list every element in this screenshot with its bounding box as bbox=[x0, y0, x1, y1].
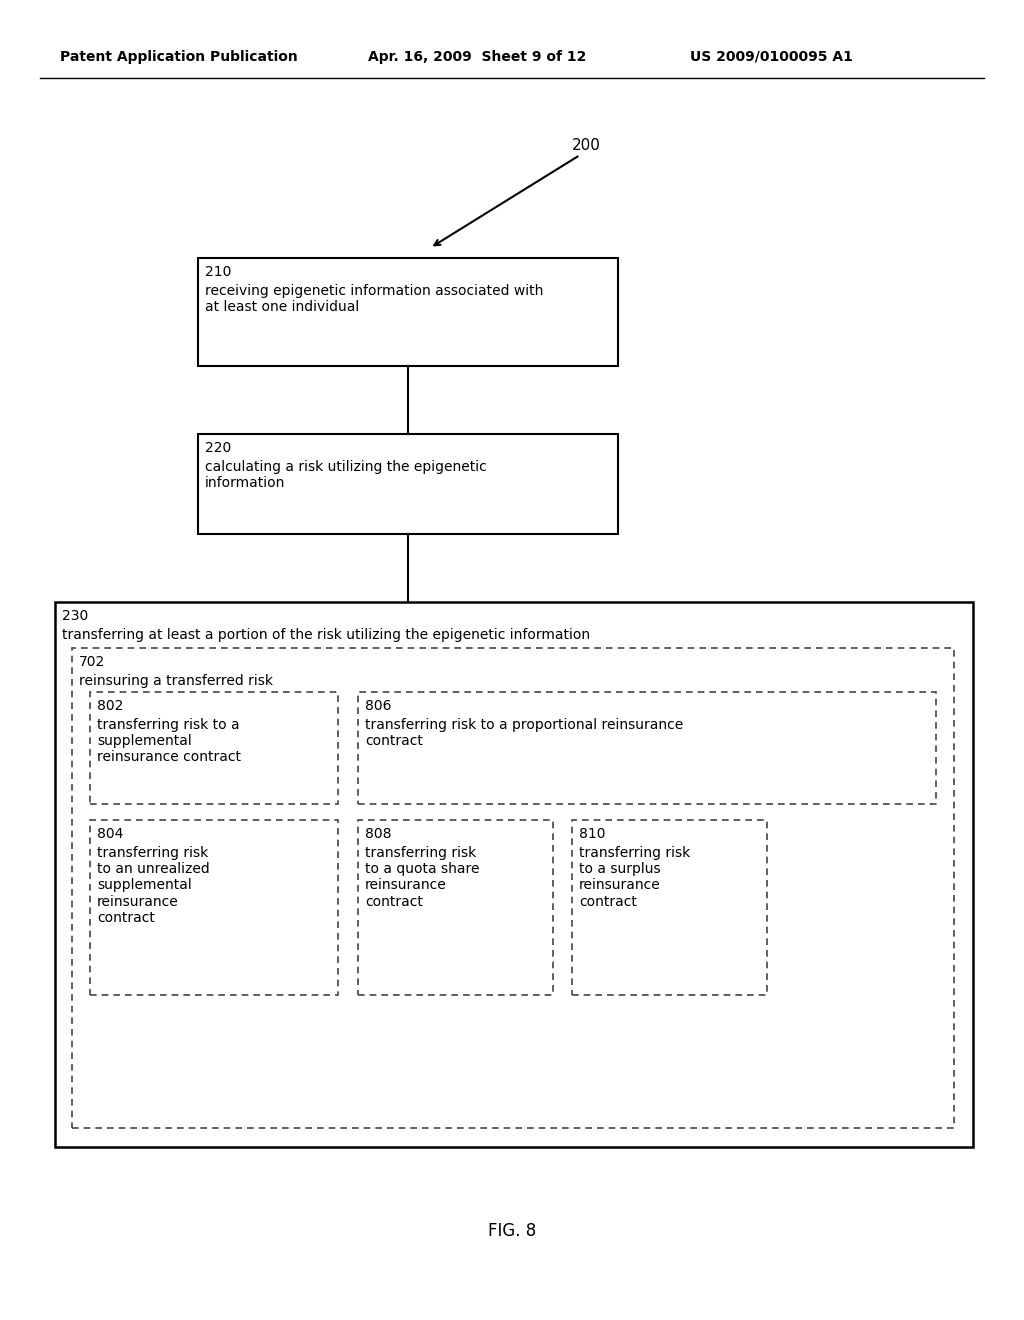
Text: calculating a risk utilizing the epigenetic
information: calculating a risk utilizing the epigene… bbox=[205, 459, 486, 490]
Text: Apr. 16, 2009  Sheet 9 of 12: Apr. 16, 2009 Sheet 9 of 12 bbox=[368, 50, 587, 63]
Text: transferring risk
to a quota share
reinsurance
contract: transferring risk to a quota share reins… bbox=[365, 846, 479, 908]
Text: reinsuring a transferred risk: reinsuring a transferred risk bbox=[79, 675, 273, 688]
Text: 200: 200 bbox=[572, 139, 601, 153]
Text: 806: 806 bbox=[365, 700, 391, 713]
Bar bbox=[72, 648, 954, 1129]
Bar bbox=[572, 820, 767, 995]
Text: transferring risk
to a surplus
reinsurance
contract: transferring risk to a surplus reinsuran… bbox=[579, 846, 690, 908]
Text: receiving epigenetic information associated with
at least one individual: receiving epigenetic information associa… bbox=[205, 284, 544, 314]
Text: transferring risk
to an unrealized
supplemental
reinsurance
contract: transferring risk to an unrealized suppl… bbox=[97, 846, 210, 925]
Bar bbox=[90, 692, 338, 804]
Text: US 2009/0100095 A1: US 2009/0100095 A1 bbox=[690, 50, 853, 63]
Text: 230: 230 bbox=[62, 609, 88, 623]
Text: transferring risk to a
supplemental
reinsurance contract: transferring risk to a supplemental rein… bbox=[97, 718, 241, 764]
Text: 210: 210 bbox=[205, 265, 231, 279]
Text: FIG. 8: FIG. 8 bbox=[487, 1222, 537, 1239]
Bar bbox=[90, 820, 338, 995]
Bar bbox=[358, 820, 553, 995]
Bar bbox=[55, 602, 973, 1147]
Text: 702: 702 bbox=[79, 655, 105, 669]
Text: 810: 810 bbox=[579, 828, 605, 841]
Text: 802: 802 bbox=[97, 700, 123, 713]
Text: 808: 808 bbox=[365, 828, 391, 841]
Text: 220: 220 bbox=[205, 441, 231, 455]
Text: Patent Application Publication: Patent Application Publication bbox=[60, 50, 298, 63]
Bar bbox=[198, 257, 618, 366]
Text: 804: 804 bbox=[97, 828, 123, 841]
Bar bbox=[358, 692, 936, 804]
Text: transferring at least a portion of the risk utilizing the epigenetic information: transferring at least a portion of the r… bbox=[62, 628, 590, 642]
Text: transferring risk to a proportional reinsurance
contract: transferring risk to a proportional rein… bbox=[365, 718, 683, 748]
Bar bbox=[198, 434, 618, 535]
